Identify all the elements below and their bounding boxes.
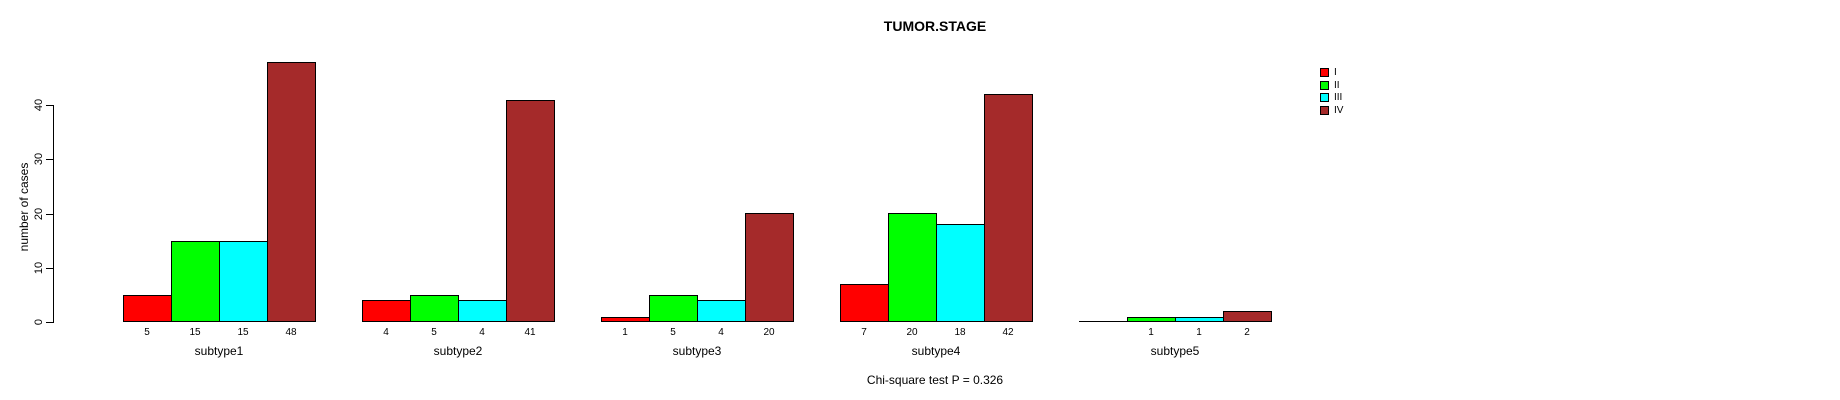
bar-value-label: 15: [189, 327, 201, 338]
y-axis-tick-label: 20: [33, 207, 45, 221]
bar-subtype1-IV: [267, 62, 316, 322]
bar-subtype1-III: [219, 241, 268, 322]
bar-subtype2-III: [458, 300, 507, 322]
bar-value-label: 1: [1196, 327, 1202, 338]
y-axis-tick-label: 0: [33, 318, 45, 326]
bar-subtype4-IV: [984, 94, 1033, 322]
y-axis-tick-label: 40: [33, 98, 45, 112]
bar-value-label: 7: [861, 327, 867, 338]
bar-value-label: 4: [383, 327, 389, 338]
y-axis-tick: [46, 322, 53, 323]
bar-value-label: 2: [1244, 327, 1250, 338]
bar-value-label: 15: [237, 327, 249, 338]
bar-subtype4-III: [936, 224, 985, 322]
y-axis-tick-label: 30: [33, 152, 45, 166]
bar-value-label: 4: [718, 327, 724, 338]
bar-subtype1-II: [171, 241, 220, 322]
category-label-subtype1: subtype1: [194, 344, 244, 358]
bar-value-label: 5: [431, 327, 437, 338]
bar-subtype5-III: [1175, 317, 1224, 322]
y-axis-tick-label: 10: [33, 261, 45, 275]
bar-value-label: 1: [622, 327, 628, 338]
bar-subtype3-III: [697, 300, 746, 322]
bar-subtype5-II: [1127, 317, 1176, 322]
legend-label-III: III: [1334, 92, 1343, 103]
bar-subtype1-I: [123, 295, 172, 322]
chi-square-annotation: Chi-square test P = 0.326: [866, 373, 1004, 387]
legend-swatch-IV: [1320, 106, 1329, 115]
legend-label-IV: IV: [1334, 105, 1344, 116]
bar-subtype2-I: [362, 300, 411, 322]
bar-value-label: 41: [524, 327, 536, 338]
y-axis-tick: [46, 268, 53, 269]
bar-value-label: 48: [285, 327, 297, 338]
bar-subtype3-I: [601, 317, 650, 322]
category-label-subtype5: subtype5: [1150, 344, 1200, 358]
y-axis-label: number of cases: [17, 162, 31, 252]
bar-subtype4-I: [840, 284, 889, 322]
chart-title: TUMOR.STAGE: [883, 18, 987, 34]
y-axis-tick: [46, 105, 53, 106]
y-axis-tick: [46, 214, 53, 215]
legend-label-I: I: [1334, 67, 1337, 78]
bar-value-label: 42: [1002, 327, 1014, 338]
bar-subtype4-II: [888, 213, 937, 322]
legend-swatch-II: [1320, 81, 1329, 90]
bar-value-label: 18: [954, 327, 966, 338]
y-axis-tick: [46, 159, 53, 160]
bar-value-label: 1: [1148, 327, 1154, 338]
bar-value-label: 5: [144, 327, 150, 338]
y-axis-line: [53, 105, 54, 323]
legend-swatch-I: [1320, 68, 1329, 77]
bar-value-label: 5: [670, 327, 676, 338]
category-label-subtype2: subtype2: [433, 344, 483, 358]
category-label-subtype3: subtype3: [672, 344, 722, 358]
legend-swatch-III: [1320, 93, 1329, 102]
bar-subtype5-I: [1079, 321, 1128, 322]
bar-subtype2-IV: [506, 100, 555, 322]
bar-subtype3-IV: [745, 213, 794, 322]
bar-subtype2-II: [410, 295, 459, 322]
bar-value-label: 20: [763, 327, 775, 338]
legend-label-II: II: [1334, 80, 1340, 91]
bar-value-label: 4: [479, 327, 485, 338]
bar-subtype5-IV: [1223, 311, 1272, 322]
bar-value-label: 20: [906, 327, 918, 338]
category-label-subtype4: subtype4: [911, 344, 961, 358]
bar-subtype3-II: [649, 295, 698, 322]
